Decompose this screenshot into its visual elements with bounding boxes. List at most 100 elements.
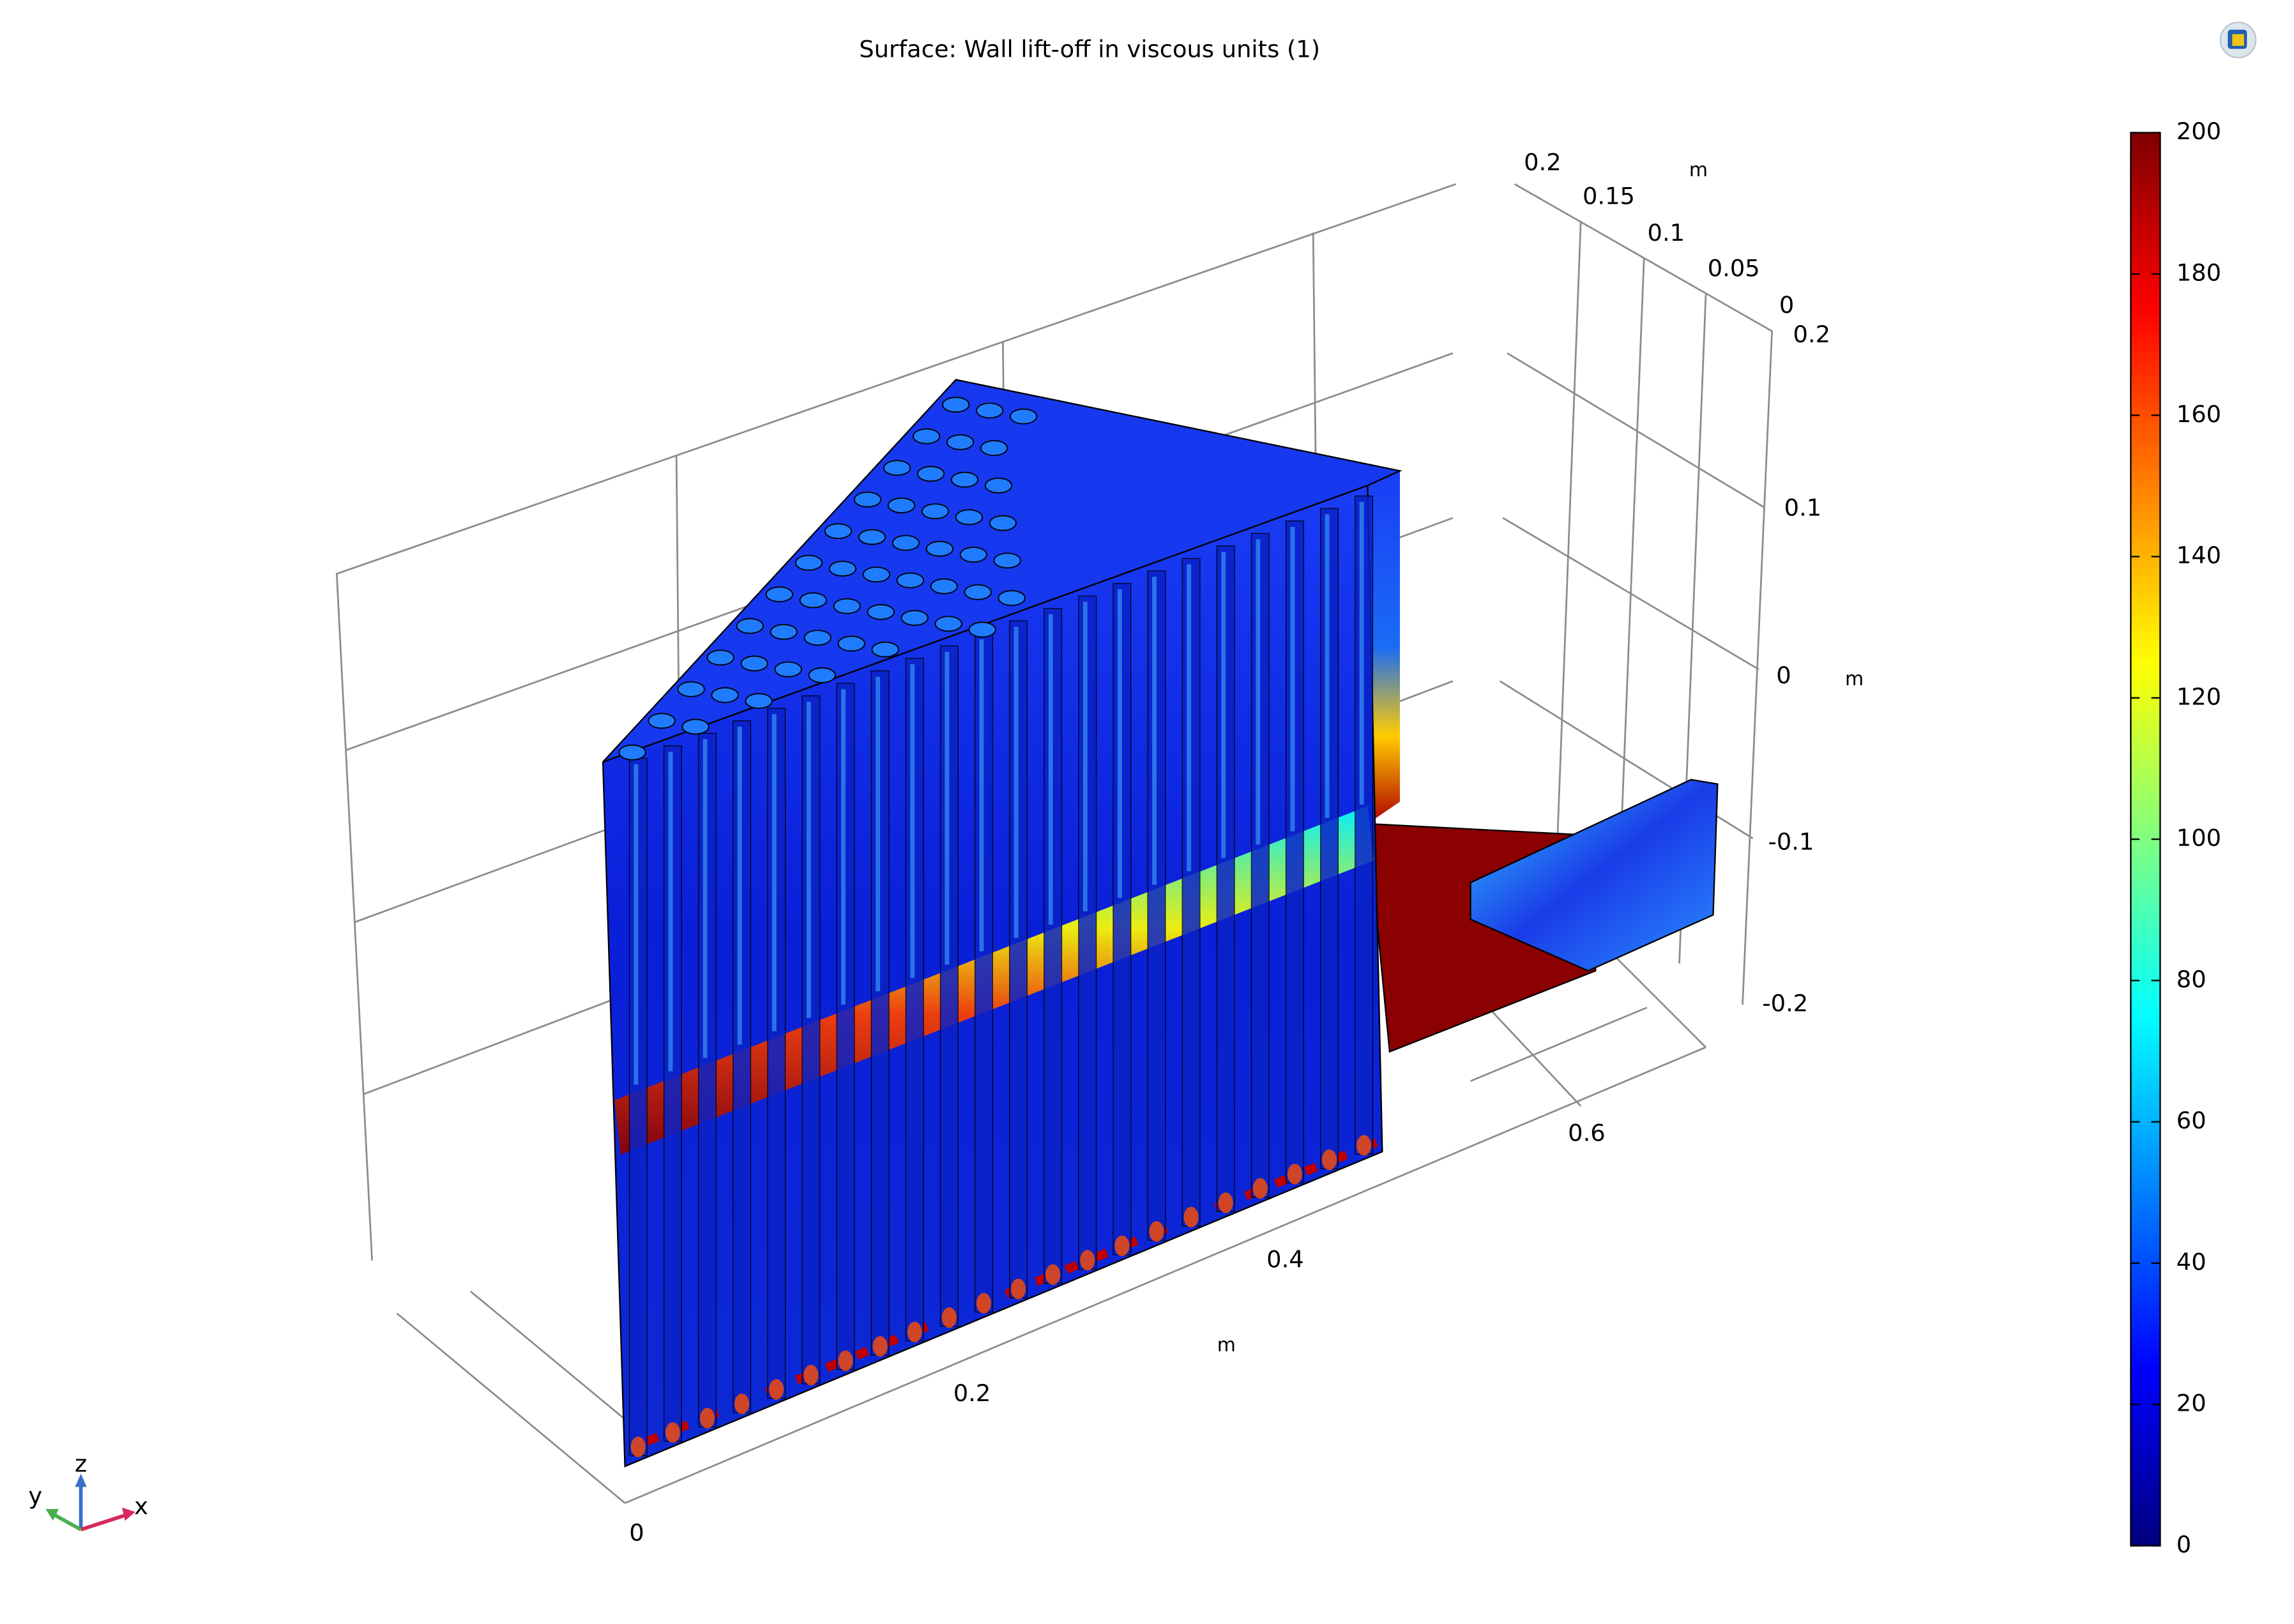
- plot-title: Surface: Wall lift-off in viscous units …: [859, 35, 1320, 63]
- tube-hot-spot: [1011, 1279, 1026, 1300]
- triad-y: y: [28, 1482, 42, 1510]
- y-axis-tick-label: 0.2: [1524, 149, 1561, 176]
- triad-x: x: [134, 1492, 148, 1520]
- tube-opening: [794, 554, 823, 571]
- tube-opening: [892, 535, 920, 551]
- tube-opening: [964, 584, 992, 600]
- tube-opening: [765, 586, 794, 603]
- tube-opening: [959, 547, 987, 563]
- tube-opening: [975, 402, 1004, 419]
- triad: z x y: [28, 1450, 148, 1531]
- colorbar-tick-label: 100: [2176, 824, 2221, 852]
- colorbar-tick-label: 80: [2176, 966, 2207, 993]
- tube-opening: [912, 428, 941, 444]
- x-axis-tick-label: 0.4: [1266, 1245, 1304, 1273]
- tube-opening: [950, 471, 979, 488]
- tube-opening: [824, 523, 853, 540]
- tube-opening: [799, 592, 827, 609]
- tube-highlight: [1048, 614, 1053, 925]
- tube: [1216, 545, 1235, 1212]
- tube-opening: [946, 434, 975, 450]
- y-axis-tick-label: 0.15: [1583, 183, 1635, 210]
- tube-highlight: [945, 651, 950, 965]
- tube: [628, 757, 648, 1457]
- tube-hot-spot: [838, 1350, 853, 1371]
- tube-opening: [648, 713, 676, 729]
- tube-highlight: [1014, 626, 1019, 938]
- tube: [1113, 582, 1132, 1256]
- tube-highlight: [1359, 501, 1364, 805]
- triad-z: z: [75, 1450, 87, 1477]
- tube-opening: [871, 641, 899, 658]
- tube-highlight: [1290, 526, 1295, 831]
- z-axis-tick-label: 0.1: [1784, 494, 1822, 522]
- tube-opening: [942, 397, 970, 413]
- tube-highlight: [1082, 602, 1088, 912]
- tube-opening: [774, 661, 802, 678]
- z-axis-tick-label: 0: [1776, 662, 1791, 689]
- tube-opening: [858, 529, 886, 545]
- tube-highlight: [1117, 589, 1122, 899]
- tube-hot-spot: [1080, 1250, 1095, 1271]
- tube-opening: [706, 649, 734, 666]
- tube-opening: [980, 440, 1008, 457]
- tube-highlight: [1256, 539, 1261, 845]
- tube-hot-spot: [1149, 1221, 1164, 1242]
- tube-opening: [896, 572, 924, 589]
- tube: [1044, 607, 1063, 1284]
- tube-opening: [955, 509, 984, 526]
- tube-opening: [887, 497, 916, 513]
- x-axis-tick-label: 0: [629, 1519, 644, 1547]
- tube-opening: [862, 566, 890, 583]
- tube-hot-spot: [734, 1393, 750, 1415]
- colorbar-tick-label: 160: [2176, 400, 2221, 428]
- colorbar: [2130, 132, 2161, 1547]
- tube-highlight: [1152, 577, 1157, 885]
- x-axis-tick-label: 0.6: [1568, 1119, 1606, 1146]
- tube-opening: [736, 618, 764, 634]
- tube-opening: [833, 598, 861, 614]
- tube-hot-spot: [630, 1436, 646, 1457]
- tube-opening: [867, 603, 895, 620]
- tube-hot-spot: [1045, 1264, 1061, 1285]
- colorbar-tick-label: 140: [2176, 542, 2221, 569]
- tube-opening: [993, 552, 1021, 569]
- tube-opening: [618, 744, 646, 761]
- tube-opening: [681, 718, 710, 735]
- tube-highlight: [703, 739, 708, 1058]
- tube-opening: [828, 560, 857, 577]
- tube-opening: [711, 687, 739, 703]
- tube-opening: [900, 610, 929, 626]
- tube-opening: [921, 503, 950, 520]
- tube-opening: [1009, 408, 1038, 425]
- tube-hot-spot: [1287, 1164, 1302, 1185]
- tube-hot-spot: [907, 1321, 922, 1342]
- tube-highlight: [876, 676, 881, 992]
- x-axis-label: m: [1217, 1334, 1236, 1356]
- colorbar-tick-label: 40: [2176, 1248, 2207, 1275]
- tube-highlight: [1325, 514, 1330, 818]
- tube-hot-spot: [976, 1293, 991, 1314]
- tube-hot-spot: [1218, 1192, 1233, 1213]
- z-axis-label: m: [1845, 668, 1864, 690]
- tube-opening: [998, 590, 1026, 606]
- tube-hot-spot: [1322, 1149, 1337, 1171]
- logo: [2219, 21, 2257, 59]
- tube-opening: [925, 540, 953, 557]
- tube-hot-spot: [1356, 1135, 1372, 1156]
- tube-hot-spot: [803, 1365, 819, 1386]
- tube-hot-spot: [872, 1336, 888, 1357]
- tube: [801, 695, 821, 1385]
- tube-highlight: [737, 726, 742, 1045]
- x-axis-tick-label: 0.2: [953, 1379, 991, 1407]
- tube-opening: [837, 635, 865, 652]
- tube-highlight: [668, 752, 673, 1072]
- colorbar-tick-label: 180: [2176, 259, 2221, 286]
- y-axis-tick-label: 0: [1779, 291, 1794, 319]
- colorbar-tick-label: 60: [2176, 1107, 2207, 1134]
- y-axis-label: m: [1689, 159, 1708, 181]
- tube: [870, 670, 890, 1356]
- tube-hot-spot: [769, 1379, 784, 1400]
- tube-opening: [803, 630, 832, 646]
- tube-highlight: [1187, 564, 1192, 872]
